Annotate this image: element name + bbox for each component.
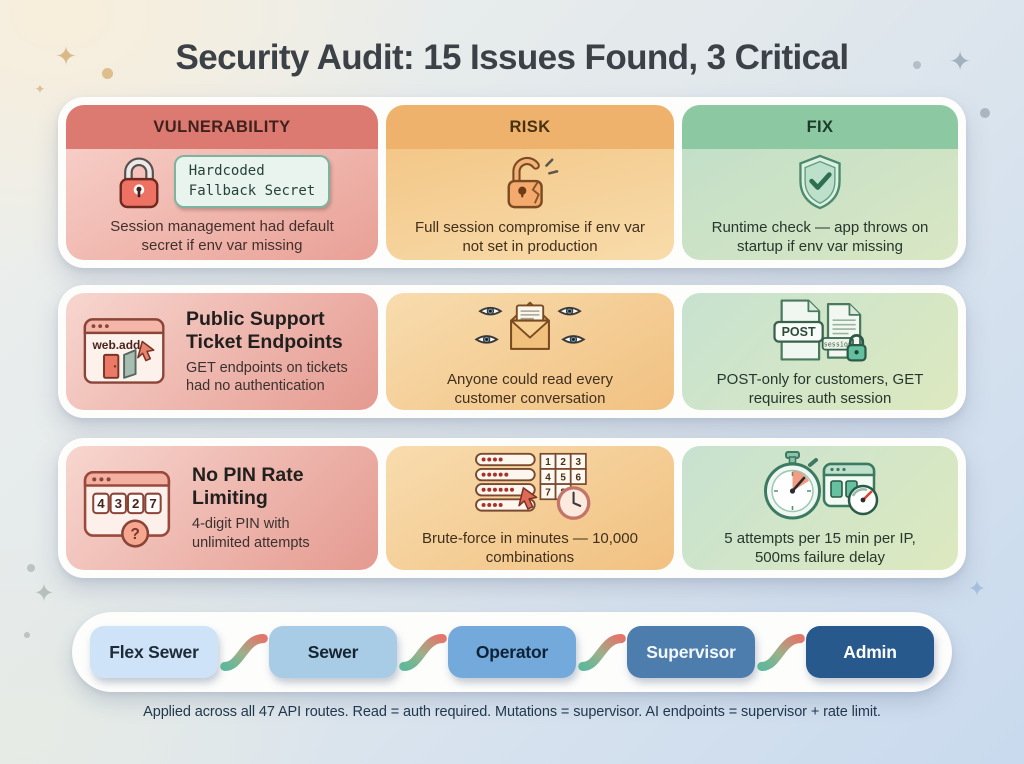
column-header-vulnerability: VULNERABILITY	[66, 105, 378, 149]
code-line: Hardcoded	[188, 163, 265, 180]
role-chip-flex-sewer: Flex Sewer	[90, 626, 218, 678]
sparkle-icon: ✦	[948, 46, 972, 77]
flow-connector-icon	[756, 633, 805, 672]
vulnerability-cell: VULNERABILITY Hardcoded Fallback Secret	[66, 105, 378, 260]
vulnerability-title: No PIN Rate Limiting	[192, 464, 304, 510]
vulnerability-caption: Session management had default secret if…	[110, 217, 334, 254]
fix-cell: FIX Runtime check — app throws on startu…	[682, 105, 958, 260]
vulnerability-cell: web.add Public Support Ticket Endpoints …	[66, 293, 378, 410]
bruteforce-keypad-icon: 1 2 3 4 5 6 7 8	[475, 452, 591, 520]
post-session-docs-icon: POST session	[773, 299, 867, 362]
svg-text:POST: POST	[782, 325, 816, 339]
svg-text:7: 7	[149, 496, 156, 511]
risk-caption: Anyone could read every customer convers…	[447, 371, 613, 408]
flow-connector-icon	[219, 633, 268, 672]
decorative-dot	[102, 68, 113, 79]
risk-cell: 1 2 3 4 5 6 7 8 Brute-force in minutes —…	[386, 446, 674, 570]
fix-caption: POST-only for customers, GET requires au…	[716, 371, 924, 408]
decorative-dot	[913, 61, 921, 69]
fix-caption: 5 attempts per 15 min per IP, 500ms fail…	[724, 530, 916, 567]
audit-row-public-endpoints: web.add Public Support Ticket Endpoints …	[58, 285, 966, 418]
role-chip-supervisor: Supervisor	[627, 626, 755, 678]
role-chip-admin: Admin	[806, 626, 934, 678]
footer-note: Applied across all 47 API routes. Read =…	[143, 704, 881, 720]
risk-caption: Brute-force in minutes — 10,000 combinat…	[422, 530, 638, 567]
sparkle-icon: ✦	[55, 41, 77, 71]
browser-open-door-icon: web.add	[83, 317, 165, 384]
svg-text:6: 6	[576, 472, 582, 483]
page-title: Security Audit: 15 Issues Found, 3 Criti…	[175, 38, 849, 77]
risk-caption: Full session compromise if env var not s…	[414, 219, 646, 256]
svg-text:session: session	[824, 341, 852, 349]
svg-text:3: 3	[115, 496, 122, 511]
svg-text:web.add: web.add	[92, 338, 141, 352]
sparkle-icon: ✦	[34, 81, 46, 97]
code-snippet-box: Hardcoded Fallback Secret	[173, 155, 331, 209]
fix-caption: Runtime check — app throws on startup if…	[711, 219, 929, 256]
svg-text:7: 7	[545, 487, 551, 498]
stopwatch-gauge-icon	[764, 451, 879, 520]
vulnerability-title: Public Support Ticket Endpoints	[186, 307, 343, 353]
svg-text:5: 5	[560, 472, 566, 483]
risk-cell: RISK Full session compromise if env var …	[386, 105, 674, 260]
svg-text:3: 3	[576, 457, 582, 468]
svg-text:4: 4	[545, 472, 551, 483]
role-chip-operator: Operator	[448, 626, 576, 678]
lock-closed-icon	[119, 157, 159, 209]
lock-open-cracked-icon	[507, 156, 559, 209]
browser-pin-icon: 4 3 2 7 ?	[83, 470, 171, 548]
svg-text:2: 2	[132, 496, 139, 511]
decorative-dot	[980, 108, 990, 118]
role-chip-sewer: Sewer	[269, 626, 397, 678]
svg-text:?: ?	[130, 526, 139, 543]
vulnerability-caption: GET endpoints on tickets had no authenti…	[186, 359, 348, 394]
column-header-risk: RISK	[386, 105, 674, 149]
flow-connector-icon	[398, 633, 447, 672]
risk-cell: Anyone could read every customer convers…	[386, 293, 674, 410]
svg-text:1: 1	[545, 457, 551, 468]
fix-cell: POST session POST-only for customers, GE…	[682, 293, 958, 410]
decorative-dot	[24, 632, 30, 638]
audit-row-hardcoded-secret: VULNERABILITY Hardcoded Fallback Secret	[58, 97, 966, 268]
envelope-eyes-icon	[474, 301, 586, 350]
fix-cell: 5 attempts per 15 min per IP, 500ms fail…	[682, 446, 958, 570]
flow-connector-icon	[577, 633, 626, 672]
column-header-fix: FIX	[682, 105, 958, 149]
vulnerability-cell: 4 3 2 7 ? No PIN Rate Limiting 4-digit P…	[66, 446, 378, 570]
svg-text:4: 4	[97, 496, 105, 511]
roles-flow-row: Flex Sewer Sewer Operator Supervisor Adm…	[72, 612, 952, 692]
sparkle-icon: ✦	[33, 579, 55, 608]
sparkle-icon: ✦	[967, 576, 987, 601]
code-line: Fallback Secret	[188, 182, 316, 199]
vulnerability-caption: 4-digit PIN with unlimited attempts	[192, 516, 310, 551]
svg-text:2: 2	[560, 457, 566, 468]
shield-check-icon	[799, 154, 841, 210]
decorative-dot	[27, 564, 35, 572]
audit-row-pin-rate-limit: 4 3 2 7 ? No PIN Rate Limiting 4-digit P…	[58, 438, 966, 578]
